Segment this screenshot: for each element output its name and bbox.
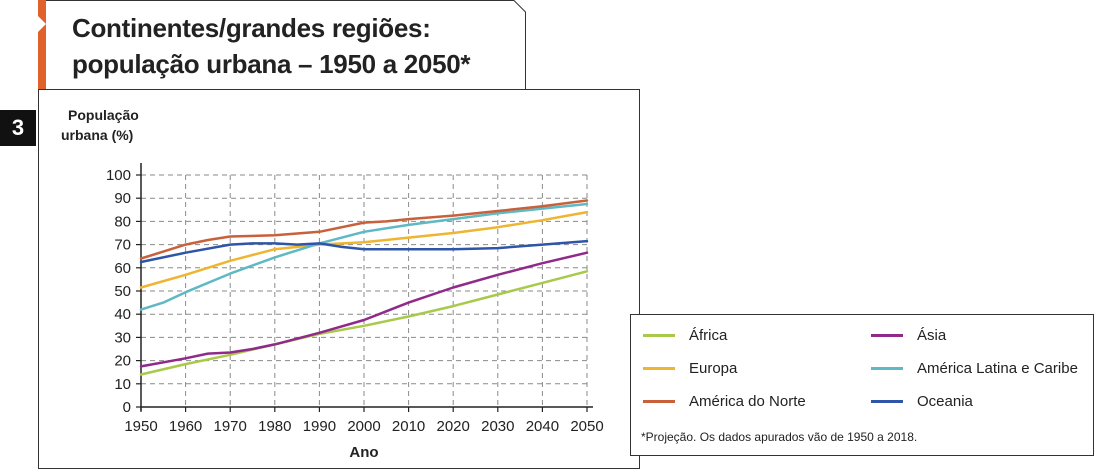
x-tick-label: 2050 [570,418,603,435]
x-tick-label: 1960 [169,418,202,435]
x-tick-label: 1970 [214,418,247,435]
y-tick-label: 50 [114,283,131,300]
y-tick-label: 30 [114,329,131,346]
legend-label: África [689,326,728,344]
accent-notch [38,16,46,32]
legend-label: Oceania [917,392,973,410]
figure-number-badge: 3 [0,110,36,146]
series-line [139,270,589,376]
legend-swatch [871,333,903,337]
y-axis-label: urbana (%) [61,127,133,143]
x-tick-label: 1980 [258,418,291,435]
legend-item: América Latina e Caribe [871,358,1078,378]
x-tick-label: 2010 [392,418,425,435]
x-tick-label: 2040 [526,418,559,435]
chart-title: Continentes/grandes regiões: população u… [72,10,522,82]
series-line [139,239,589,264]
series-line [139,202,589,311]
accent-bar [38,0,46,92]
legend-label: América do Norte [689,392,806,410]
legend-label: Ásia [917,326,947,344]
title-frame [38,0,526,92]
series-line [139,251,589,368]
legend-swatch [871,399,903,403]
x-tick-label: 1990 [303,418,336,435]
y-tick-label: 70 [114,237,131,254]
legend-swatch [643,399,675,403]
x-tick-label: 2000 [347,418,380,435]
chart-title-line-2: população urbana – 1950 a 2050* [72,49,471,79]
legend-swatch [643,366,675,370]
y-tick-label: 40 [114,306,131,323]
y-tick-label: 20 [114,353,131,370]
legend-label: Europa [689,359,738,377]
footnote: *Projeção. Os dados apurados vão de 1950… [641,430,918,444]
chart-legend: África Ásia Europa América Latina e Caribe A… [630,314,1094,456]
legend-item: Ásia [871,325,946,345]
chart-frame: 0 10 20 30 40 50 60 70 80 90 100 1950 1960 1970 1980 19… [38,89,640,469]
legend-item: Oceania [871,391,973,411]
x-axis-label: Ano [349,444,378,461]
chart-title-box: Continentes/grandes regiões: população u… [38,0,526,92]
y-axis-label: População [68,107,139,123]
legend-item: África [643,325,727,345]
series-line [139,210,589,289]
legend-swatch [643,333,675,337]
legend-label: América Latina e Caribe [917,359,1078,377]
x-tick-label: 2020 [437,418,470,435]
x-tick-label: 2030 [481,418,514,435]
y-tick-label: 80 [114,213,131,230]
legend-item: Europa [643,358,737,378]
y-tick-label: 10 [114,376,131,393]
y-tick-label: 90 [114,190,131,207]
legend-swatch [871,366,903,370]
x-tick-label: 1950 [124,418,157,435]
y-tick-label: 100 [106,167,131,184]
series-line [139,199,589,260]
chart-title-line-1: Continentes/grandes regiões: [72,13,431,43]
y-tick-label: 60 [114,260,131,277]
y-tick-label: 0 [123,399,131,416]
legend-item: América do Norte [643,391,806,411]
